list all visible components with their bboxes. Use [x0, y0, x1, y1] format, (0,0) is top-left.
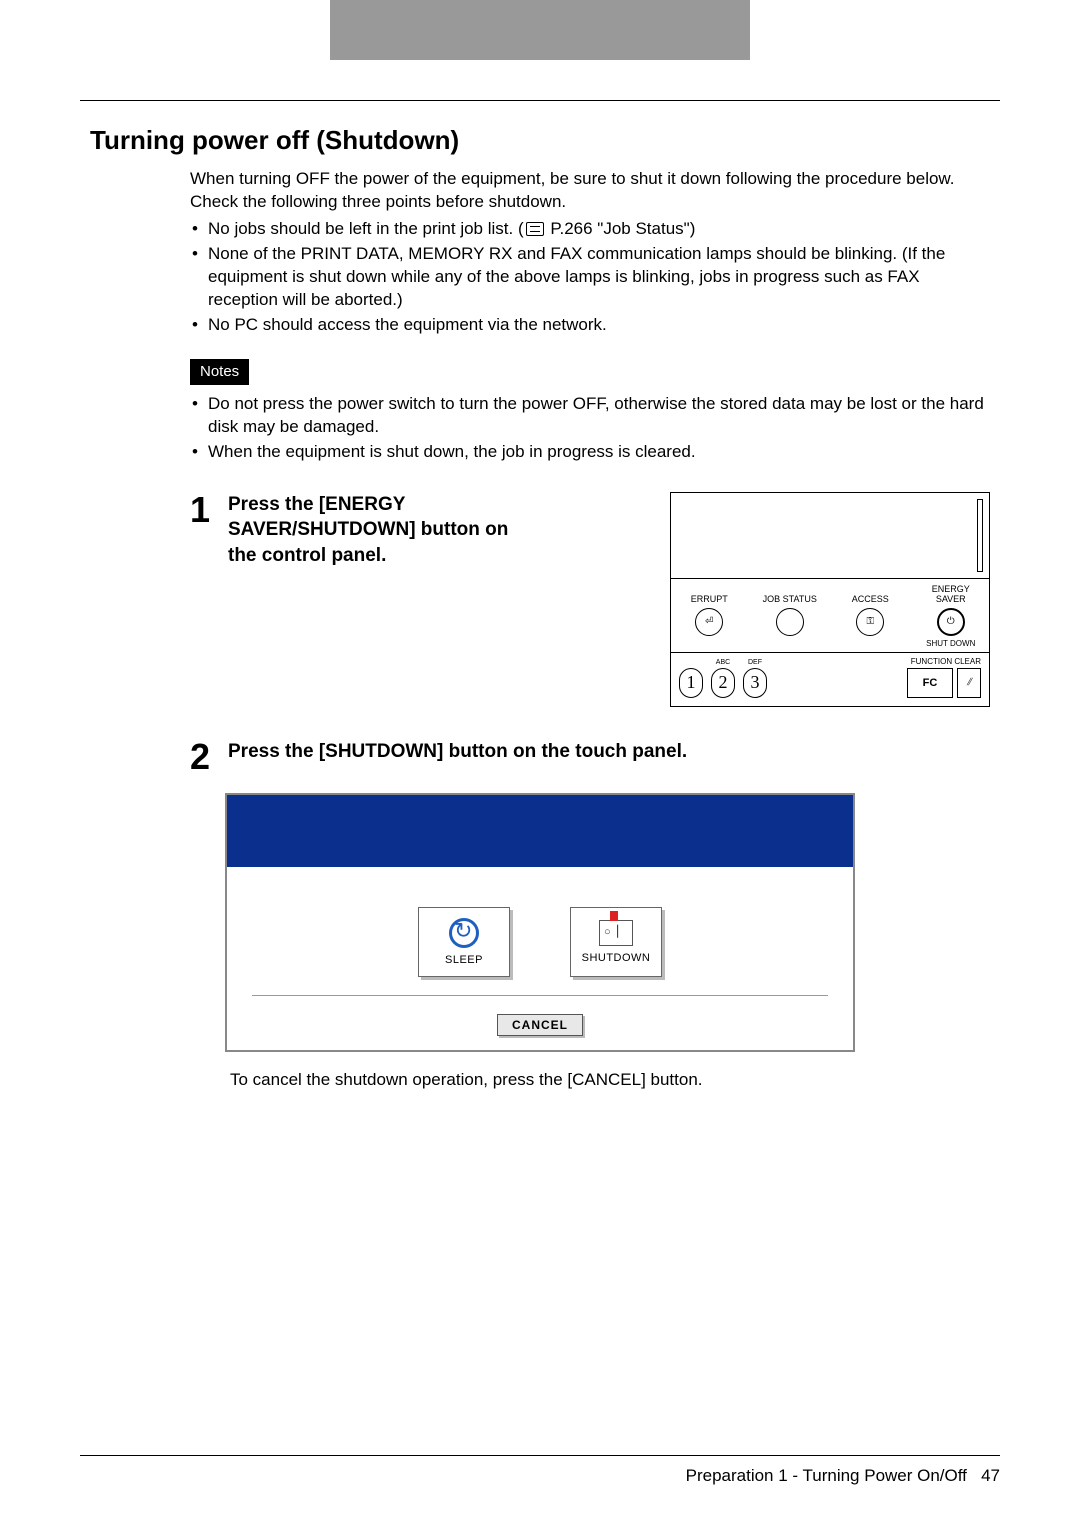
abc-label: ABC [716, 659, 730, 667]
def-label: DEF [748, 659, 762, 667]
energy-saver-label: ENERGY SAVER [932, 585, 970, 605]
clear-button: ⫽ [957, 668, 981, 698]
list-item: Do not press the power switch to turn th… [190, 393, 990, 439]
page-number: 47 [981, 1466, 1000, 1485]
shutdown-button: SHUTDOWN [570, 907, 662, 977]
key-2: ABC 2 [711, 659, 735, 698]
key-2-btn: 2 [711, 668, 735, 698]
touch-panel-divider [252, 995, 828, 996]
power-icon: ⏻ [937, 608, 965, 636]
book-reference-icon [526, 222, 544, 236]
top-border-line [80, 100, 1000, 101]
content-area: Turning power off (Shutdown) When turnin… [90, 0, 990, 1090]
shut-down-sublabel: SHUT DOWN [926, 639, 975, 648]
cp-screen [671, 493, 989, 579]
key-3-btn: 3 [743, 668, 767, 698]
shutdown-icon [599, 920, 633, 946]
top-grey-bar [330, 0, 750, 60]
intro-block: When turning OFF the power of the equipm… [190, 168, 990, 464]
step-number: 1 [190, 492, 214, 707]
touch-panel-figure: SLEEP SHUTDOWN CANCEL [225, 793, 855, 1052]
sleep-label: SLEEP [445, 954, 483, 966]
keypad: 1 ABC 2 DEF 3 [679, 659, 767, 698]
key-1: 1 [679, 659, 703, 698]
notes-label: Notes [190, 359, 249, 385]
cancel-note: To cancel the shutdown operation, press … [230, 1070, 990, 1090]
step-text: Press the [SHUTDOWN] button on the touch… [228, 739, 990, 775]
key-1-btn: 1 [679, 668, 703, 698]
sleep-button: SLEEP [418, 907, 510, 977]
clear-icon: ⫽ [967, 677, 971, 688]
key-3: DEF 3 [743, 659, 767, 698]
list-item: When the equipment is shut down, the job… [190, 441, 990, 464]
shutdown-label: SHUTDOWN [582, 952, 651, 964]
job-status-label: JOB STATUS [763, 585, 817, 605]
fc-button: FC [907, 668, 953, 698]
touch-panel-buttons: SLEEP SHUTDOWN [418, 907, 662, 977]
footer-text: Preparation 1 - Turning Power On/Off [686, 1466, 967, 1485]
interrupt-button: ERRUPT ⏎ [679, 585, 740, 648]
touch-panel-body: SLEEP SHUTDOWN CANCEL [227, 867, 853, 1050]
access-label: ACCESS [852, 585, 889, 605]
section-title: Turning power off (Shutdown) [90, 125, 990, 156]
touch-panel-header [227, 795, 853, 867]
energy-saver-button: ENERGY SAVER ⏻ SHUT DOWN [921, 585, 982, 648]
cancel-button: CANCEL [497, 1014, 583, 1036]
step-number: 2 [190, 739, 214, 775]
intro-text: When turning OFF the power of the equipm… [190, 168, 990, 214]
interrupt-label: ERRUPT [691, 585, 728, 605]
bullet1-pre: No jobs should be left in the print job … [208, 219, 524, 238]
step-2-row: 2 Press the [SHUTDOWN] button on the tou… [190, 739, 990, 775]
key-icon: ⚿ [856, 608, 884, 636]
sleep-icon [449, 918, 479, 948]
list-item: None of the PRINT DATA, MEMORY RX and FA… [190, 243, 990, 312]
function-clear-area: FUNCTION CLEAR FC ⫽ [907, 657, 981, 698]
list-item: No PC should access the equipment via th… [190, 314, 990, 337]
step-1-row: 1 Press the [ENERGY SAVER/SHUTDOWN] butt… [190, 492, 990, 707]
access-button: ACCESS ⚿ [840, 585, 901, 648]
control-panel-figure: ERRUPT ⏎ JOB STATUS ACCESS ⚿ [670, 492, 990, 707]
step-text: Press the [ENERGY SAVER/SHUTDOWN] button… [228, 492, 528, 707]
cp-keypad-row: 1 ABC 2 DEF 3 FUNCTIO [671, 653, 989, 706]
control-panel: ERRUPT ⏎ JOB STATUS ACCESS ⚿ [670, 492, 990, 707]
function-clear-label: FUNCTION CLEAR [907, 657, 981, 666]
notes-list: Do not press the power switch to turn th… [190, 393, 990, 464]
list-item: No jobs should be left in the print job … [190, 218, 990, 241]
bullet1-ref: P.266 "Job Status") [546, 219, 696, 238]
cp-button-row: ERRUPT ⏎ JOB STATUS ACCESS ⚿ [671, 579, 989, 653]
interrupt-icon: ⏎ [695, 608, 723, 636]
page-footer: Preparation 1 - Turning Power On/Off 47 [80, 1455, 1000, 1486]
job-status-button: JOB STATUS [760, 585, 821, 648]
job-status-icon [776, 608, 804, 636]
checkpoints-list: No jobs should be left in the print job … [190, 218, 990, 337]
document-page: Turning power off (Shutdown) When turnin… [0, 0, 1080, 1526]
